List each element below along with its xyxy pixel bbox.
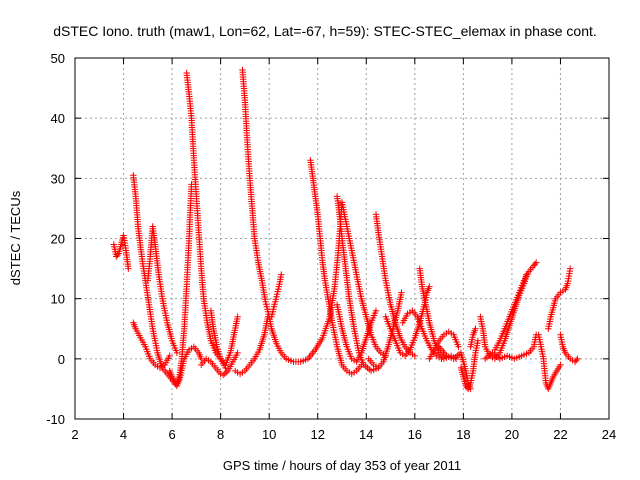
marker-trace <box>482 331 540 362</box>
series-5 <box>183 69 229 372</box>
x-tick-label: 22 <box>553 427 567 442</box>
marker-trace <box>491 259 540 353</box>
marker-trace <box>333 301 380 365</box>
series-4 <box>166 181 195 387</box>
y-tick-label: -10 <box>46 412 65 427</box>
x-tick-label: 18 <box>456 427 470 442</box>
series-15 <box>372 211 419 360</box>
series-29 <box>557 331 581 365</box>
series-6 <box>198 349 241 379</box>
x-tick-label: 16 <box>408 427 422 442</box>
marker-trace <box>535 331 564 393</box>
chart-title: dSTEC Iono. truth (maw1, Lon=62, Lat=-67… <box>53 23 597 39</box>
series-8 <box>239 66 346 365</box>
marker-trace <box>239 66 346 365</box>
x-axis-label: GPS time / hours of day 353 of year 2011 <box>223 458 461 473</box>
series-11 <box>307 157 365 378</box>
data-points <box>110 66 581 393</box>
x-tick-label: 12 <box>310 427 324 442</box>
marker-trace <box>372 211 419 360</box>
x-tick-label: 14 <box>359 427 373 442</box>
series-27 <box>535 331 564 393</box>
series-22 <box>457 337 482 393</box>
x-tick-label: 6 <box>168 427 175 442</box>
marker-trace <box>268 271 285 320</box>
y-tick-label: 40 <box>51 111 65 126</box>
series-12 <box>333 193 382 375</box>
x-tick-label: 10 <box>262 427 276 442</box>
marker-trace <box>333 193 382 375</box>
series-10 <box>268 271 285 320</box>
series-13 <box>338 199 389 360</box>
marker-trace <box>144 223 181 357</box>
marker-trace <box>198 349 241 379</box>
series-28 <box>545 265 574 332</box>
x-tick-label: 20 <box>505 427 519 442</box>
marker-trace <box>130 172 205 390</box>
marker-trace <box>130 319 173 372</box>
y-tick-label: 50 <box>51 51 65 66</box>
y-tick-label: 30 <box>51 171 65 186</box>
y-axis-label: dSTEC / TECUs <box>8 190 23 285</box>
series-0 <box>110 232 132 272</box>
x-tick-label: 2 <box>71 427 78 442</box>
y-tick-label: 0 <box>58 352 65 367</box>
marker-trace <box>426 328 462 362</box>
y-tick-label: 10 <box>51 292 65 307</box>
marker-trace <box>183 69 229 372</box>
marker-trace <box>338 199 389 360</box>
marker-trace <box>467 325 479 350</box>
marker-trace <box>232 313 272 378</box>
series-20 <box>426 328 462 362</box>
series-1 <box>130 172 205 390</box>
x-tick-label: 8 <box>217 427 224 442</box>
series-25 <box>491 259 540 353</box>
x-tick-label: 4 <box>120 427 127 442</box>
series-26 <box>482 331 540 362</box>
series-14 <box>333 301 380 365</box>
series-9 <box>232 313 272 378</box>
marker-trace <box>457 337 482 393</box>
marker-trace <box>307 157 365 378</box>
marker-trace <box>545 265 574 332</box>
series-7 <box>207 307 241 369</box>
series-3 <box>144 223 181 357</box>
marker-trace <box>166 181 195 387</box>
series-2 <box>130 319 173 372</box>
x-tick-label: 24 <box>602 427 616 442</box>
y-tick-label: 20 <box>51 232 65 247</box>
marker-trace <box>557 331 581 365</box>
marker-trace <box>110 232 132 272</box>
marker-trace <box>207 307 241 369</box>
series-23 <box>467 325 479 350</box>
